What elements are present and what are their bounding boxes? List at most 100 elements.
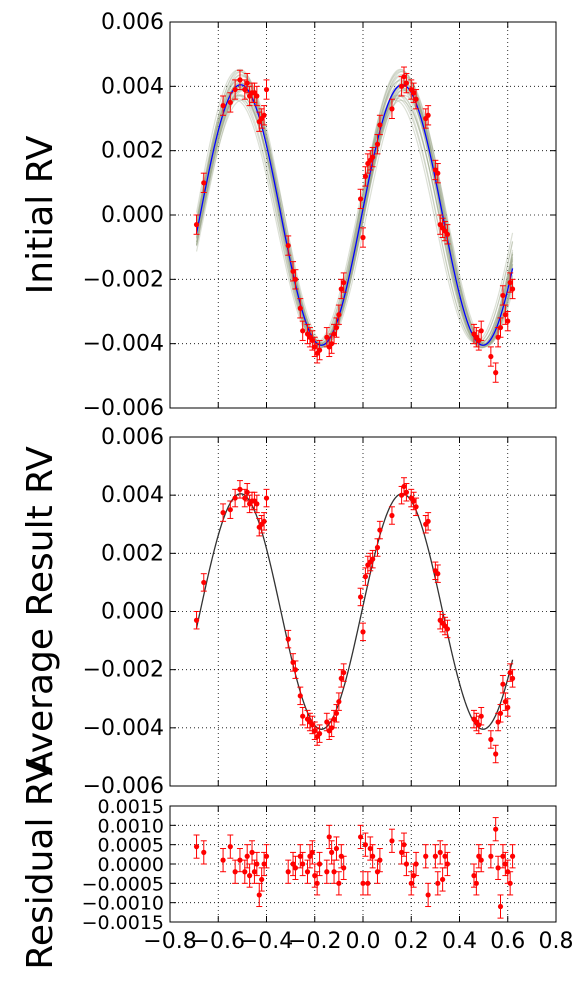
panel-residual-rv: −0.0015−0.0010−0.00050.00000.00050.00100…: [20, 758, 574, 970]
point-marker: [377, 527, 383, 533]
point-marker: [341, 279, 347, 286]
point-marker: [493, 826, 499, 832]
point-marker: [425, 112, 431, 118]
point-marker: [338, 675, 344, 681]
point-marker: [247, 873, 253, 879]
y-tick-label: 0.004: [101, 74, 164, 99]
data-point: [403, 483, 410, 502]
data-point: [432, 844, 439, 869]
point-marker: [254, 501, 260, 507]
data-point: [340, 855, 347, 880]
point-marker: [232, 86, 238, 93]
data-point: [299, 851, 306, 877]
data-point: [232, 859, 239, 884]
x-tick-label: 0.2: [394, 929, 429, 954]
point-marker: [220, 103, 226, 109]
data-point: [487, 346, 494, 367]
data-point: [507, 871, 514, 896]
data-point: [362, 567, 369, 586]
y-tick-label: 0.006: [101, 10, 164, 35]
point-marker: [403, 489, 410, 495]
data-point: [297, 298, 304, 319]
point-marker: [488, 736, 494, 743]
point-marker: [316, 347, 323, 353]
point-marker: [314, 880, 320, 886]
point-marker: [408, 880, 414, 886]
panel-average-rv-ticks: −0.006 −0.004 −0.002 0.000 0.002 0.004 0.006: [83, 425, 557, 799]
point-marker: [297, 693, 303, 699]
point-marker: [500, 853, 506, 859]
data-point: [335, 692, 342, 711]
data-point: [227, 500, 234, 519]
point-marker: [244, 853, 250, 859]
point-marker: [304, 869, 311, 875]
point-marker: [377, 122, 383, 128]
point-marker: [263, 853, 270, 859]
point-marker: [300, 328, 306, 334]
point-marker: [331, 869, 337, 875]
model-sample-curve: [195, 76, 514, 348]
point-marker: [201, 849, 207, 856]
point-marker: [493, 751, 499, 757]
point-marker: [507, 880, 513, 886]
data-point: [492, 817, 499, 842]
point-marker: [444, 231, 451, 237]
point-marker: [312, 728, 318, 734]
y-tick-label: −0.0015: [82, 912, 164, 934]
point-marker: [507, 279, 513, 286]
panel-residual-rv-ylabel: Residual RV: [20, 758, 61, 970]
data-point: [478, 706, 485, 726]
data-point: [376, 848, 383, 873]
point-marker: [242, 495, 248, 501]
data-point: [360, 622, 366, 642]
y-tick-label: 0.006: [101, 425, 164, 450]
data-point: [362, 832, 369, 857]
y-tick-label: −0.002: [83, 267, 164, 292]
data-point: [193, 834, 200, 859]
data-point: [362, 166, 369, 187]
point-marker: [261, 861, 267, 867]
point-marker: [220, 510, 226, 516]
data-point: [306, 327, 313, 348]
data-point: [331, 323, 338, 345]
point-marker: [362, 173, 369, 179]
point-marker: [292, 667, 299, 673]
data-point: [232, 79, 239, 100]
point-marker: [292, 276, 299, 282]
point-marker: [254, 861, 260, 867]
data-point: [492, 744, 499, 764]
point-marker: [497, 903, 504, 910]
data-point: [227, 834, 234, 859]
data-point: [285, 235, 292, 256]
data-point: [323, 859, 330, 884]
data-point: [335, 871, 342, 896]
point-marker: [261, 112, 267, 118]
data-point: [499, 674, 506, 694]
data-point: [292, 855, 299, 880]
data-point: [495, 855, 502, 880]
point-marker: [244, 489, 250, 495]
data-point: [437, 840, 444, 865]
point-marker: [495, 865, 501, 871]
point-marker: [309, 722, 315, 728]
x-tick-label: 0.8: [539, 929, 574, 954]
point-marker: [193, 844, 200, 850]
point-marker: [316, 731, 323, 737]
data-point: [497, 317, 504, 338]
panel-initial-rv-ticks: −0.006 −0.004 −0.002 0.000 0.002 0.004 0.006: [83, 10, 557, 421]
point-marker: [411, 90, 417, 96]
y-tick-label: 0.0005: [98, 835, 164, 857]
model-sample-curve: [195, 74, 514, 348]
point-marker: [285, 636, 291, 642]
point-marker: [227, 507, 233, 513]
point-marker: [292, 865, 299, 871]
point-marker: [331, 331, 337, 337]
point-marker: [505, 704, 511, 711]
point-marker: [370, 556, 376, 562]
data-point: [425, 105, 432, 126]
point-marker: [377, 857, 383, 863]
point-marker: [338, 286, 344, 292]
point-marker: [193, 222, 200, 228]
point-marker: [367, 845, 373, 852]
data-point: [504, 698, 511, 717]
